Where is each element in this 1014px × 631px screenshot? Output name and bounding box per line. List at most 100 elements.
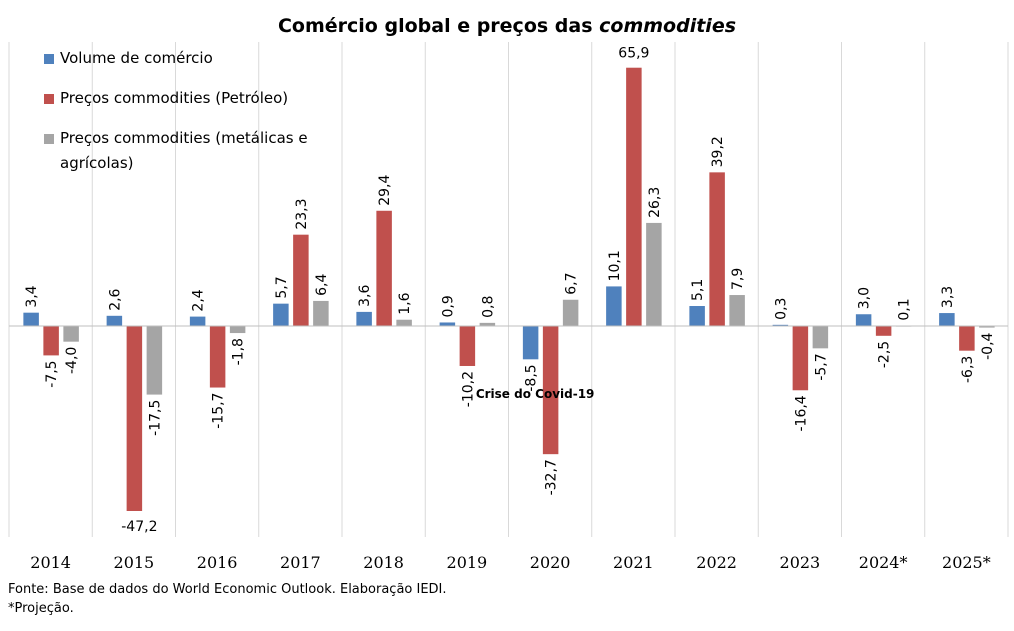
category-label: 2016 — [197, 553, 238, 572]
chart-title: Comércio global e preços das commodities — [278, 15, 736, 37]
data-label: -17,5 — [147, 400, 163, 436]
category-label: 2017 — [280, 553, 321, 572]
bar — [959, 326, 975, 351]
category-label: 2020 — [530, 553, 571, 572]
legend-label: Preços commodities (Petróleo) — [60, 89, 288, 107]
category-label: 2021 — [613, 553, 654, 572]
data-label: 29,4 — [377, 175, 393, 206]
bar — [939, 313, 955, 326]
category-label: 2022 — [696, 553, 737, 572]
data-label: -6,3 — [960, 356, 976, 383]
bar — [146, 326, 163, 395]
bar — [43, 326, 59, 356]
bar — [606, 286, 622, 326]
bar — [875, 326, 892, 336]
category-label: 2023 — [780, 553, 821, 572]
legend-swatch — [44, 134, 54, 144]
bar — [709, 172, 725, 326]
data-label: 39,2 — [710, 136, 726, 167]
bar — [229, 326, 246, 334]
data-label: 2,6 — [107, 288, 123, 310]
data-label: 0,1 — [897, 298, 913, 320]
chart-title-italic: commodities — [599, 15, 736, 37]
bar — [106, 315, 123, 326]
data-labels: 3,4 2,6 2,4 5,7 3,6 0,9 -8,5 10,1 5,1 0,3 3,0 3,3 -7… — [24, 46, 996, 535]
category-label: 2024* — [859, 553, 908, 572]
source-note: Fonte: Base de dados do World Economic O… — [8, 582, 447, 597]
bar — [126, 326, 143, 511]
bar — [396, 319, 412, 326]
category-axis: 2014 2015 2016 2017 2018 2019 2020 2021 2022 2023… — [9, 325, 1008, 572]
data-label: -4,0 — [64, 347, 80, 374]
annotations: Crise do Covid-19 — [476, 387, 595, 401]
data-label: 0,8 — [480, 296, 496, 318]
bar — [479, 322, 496, 326]
data-label: 3,3 — [940, 286, 956, 308]
bar — [562, 299, 579, 326]
data-label: 3,6 — [357, 285, 373, 307]
bar — [376, 210, 392, 326]
bar — [356, 311, 372, 326]
data-label: 0,3 — [773, 298, 789, 320]
bars — [23, 67, 995, 511]
legend-label: Volume de comércio — [60, 49, 213, 67]
data-label: -47,2 — [121, 519, 157, 535]
legend-swatch — [44, 54, 54, 64]
data-label: -16,4 — [793, 395, 809, 431]
bar — [63, 326, 79, 342]
data-label: 65,9 — [618, 46, 649, 62]
bar — [189, 316, 206, 326]
data-label: 3,0 — [857, 287, 873, 309]
data-label: -2,5 — [877, 341, 893, 368]
bar — [626, 67, 642, 326]
data-label: -32,7 — [544, 459, 560, 495]
data-label: 26,3 — [647, 187, 663, 218]
bar — [689, 306, 705, 326]
legend-swatch — [44, 94, 54, 104]
bar — [979, 326, 995, 328]
bar — [729, 295, 745, 326]
category-label: 2015 — [114, 553, 155, 572]
data-label: 10,1 — [607, 250, 623, 281]
data-label: -8,5 — [524, 364, 540, 391]
chart-title-main: Comércio global e preços das — [278, 15, 599, 37]
data-label: -10,2 — [460, 371, 476, 407]
bar — [293, 234, 309, 326]
category-gridlines — [8, 42, 1009, 537]
data-label: 6,7 — [564, 272, 580, 294]
covid-annotation: Crise do Covid-19 — [476, 387, 595, 401]
data-label: 1,6 — [397, 292, 413, 314]
data-label: -1,8 — [231, 338, 247, 365]
bar — [772, 324, 789, 326]
category-label: 2019 — [447, 553, 488, 572]
data-label: -15,7 — [211, 393, 227, 429]
bar — [792, 326, 809, 391]
data-label: 23,3 — [294, 199, 310, 230]
bar — [646, 222, 662, 326]
bar — [459, 326, 476, 366]
category-label: 2018 — [363, 553, 404, 572]
data-label: 2,4 — [191, 289, 207, 311]
legend-label: agrícolas) — [60, 154, 134, 172]
bar — [542, 326, 559, 455]
data-label: 5,7 — [274, 276, 290, 298]
bar — [209, 326, 226, 388]
bar — [439, 322, 456, 326]
bar — [23, 312, 39, 326]
data-label: -5,7 — [813, 353, 829, 380]
data-label: 5,1 — [690, 279, 706, 301]
bar — [313, 300, 329, 326]
category-label: 2025* — [942, 553, 991, 572]
bar — [273, 303, 289, 326]
legend: Volume de comércio Preços commodities (Pe… — [44, 49, 308, 172]
category-label: 2014 — [30, 553, 71, 572]
projection-note: *Projeção. — [8, 601, 74, 616]
data-label: 3,4 — [24, 285, 40, 307]
bar — [855, 314, 872, 326]
legend-label: Preços commodities (metálicas e — [60, 129, 308, 147]
bar — [812, 326, 829, 349]
data-label: 0,9 — [440, 295, 456, 317]
data-label: 6,4 — [314, 274, 330, 296]
data-label: 7,9 — [730, 268, 746, 290]
